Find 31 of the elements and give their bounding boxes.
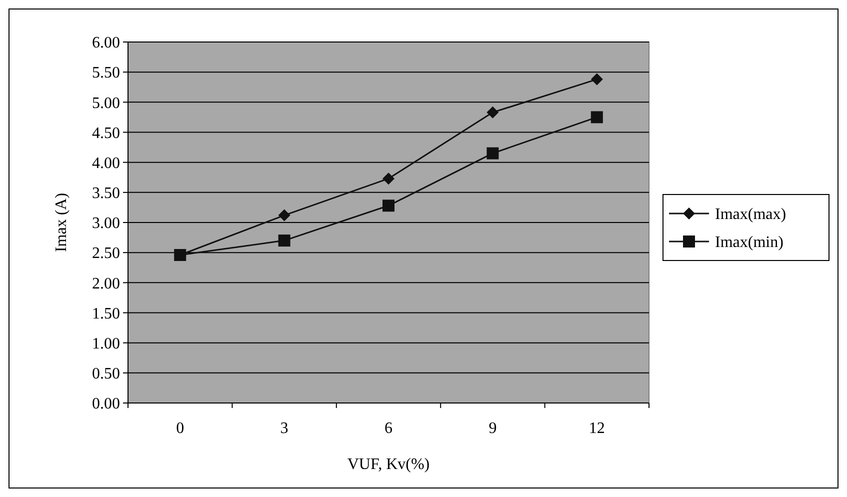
y-tick-label: 6.00	[92, 34, 120, 52]
y-tick-label: 5.50	[92, 64, 120, 82]
y-tick-label: 5.00	[92, 94, 120, 112]
point	[278, 234, 290, 247]
y-tick-label: 3.50	[92, 185, 120, 202]
point	[278, 209, 290, 222]
point	[590, 111, 603, 124]
legend-label: Imax(max)	[715, 206, 786, 224]
y-tick-label: 2.50	[92, 245, 120, 262]
x-tick-label: 6	[384, 420, 392, 437]
y-axis-title: Imax (A)	[53, 192, 70, 252]
y-tick-label: 4.00	[92, 154, 120, 172]
x-tick-label: 12	[588, 420, 605, 437]
point	[486, 106, 499, 118]
point	[590, 73, 603, 86]
point	[382, 200, 394, 212]
y-tick-label: 0.00	[92, 396, 120, 413]
x-tick-label: 9	[488, 420, 497, 437]
point	[486, 147, 499, 160]
y-tick-label: 1.00	[92, 335, 120, 352]
y-tick-label: 1.50	[92, 305, 120, 322]
x-tick-label: 3	[280, 420, 288, 437]
y-tick-label: 4.50	[92, 124, 120, 142]
y-tick-label: 0.50	[92, 366, 120, 383]
y-tick-label: 3.00	[92, 215, 120, 232]
x-tick-label: 0	[176, 420, 184, 437]
x-axis-title: VUF, Kv(%)	[347, 456, 430, 473]
point	[382, 172, 394, 185]
point	[174, 248, 186, 261]
y-tick-label: 2.00	[92, 275, 120, 292]
legend-label: Imax(min)	[715, 234, 784, 252]
